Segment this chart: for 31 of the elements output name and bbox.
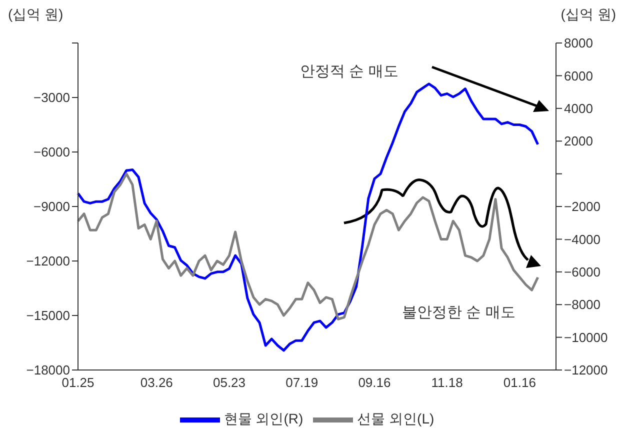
legend-label: 선물 외인(L): [357, 410, 434, 427]
y2-tick-label: −6000: [564, 264, 601, 280]
y2-tick-label: 6000: [564, 68, 593, 84]
x-tick-label: 07.19: [286, 375, 318, 390]
x-tick-label: 03.26: [140, 375, 173, 390]
annotation: 안정적 순 매도: [300, 62, 398, 81]
y-tick-label: −3000: [33, 90, 70, 106]
y2-tick-label: 2000: [564, 134, 593, 149]
y2-tick-label: −10000: [564, 330, 608, 345]
y2-tick-label: 4000: [564, 101, 593, 116]
y2-tick-label: −8000: [564, 297, 601, 312]
y-axis-title: (십억 원): [8, 6, 64, 24]
annotation: 불안정한 순 매도: [402, 303, 516, 322]
line-series: [76, 172, 540, 320]
y2-tick-label: 8000: [564, 36, 593, 51]
x-tick-label: 09.16: [358, 375, 391, 390]
y2-tick-label: −4000: [564, 232, 601, 247]
x-tick-label: 05.23: [212, 375, 246, 390]
y2-tick-label: −12000: [564, 362, 608, 378]
x-tick-label: 01.25: [62, 375, 94, 390]
legend-label: 현물 외인(R): [224, 410, 304, 427]
y-tick-label: −12000: [26, 254, 70, 269]
x-tick-label: 01.16: [503, 375, 536, 390]
y2-tick-label: −2000: [564, 199, 601, 214]
x-tick-label: 11.18: [431, 375, 463, 390]
y-tick-label: −15000: [26, 308, 70, 324]
y-tick-label: −9000: [33, 199, 70, 214]
line-series: [76, 82, 540, 352]
y-tick-label: −6000: [33, 144, 70, 160]
y-tick-label: −18000: [26, 362, 70, 378]
y2-axis-title: (십억 원): [560, 6, 616, 24]
